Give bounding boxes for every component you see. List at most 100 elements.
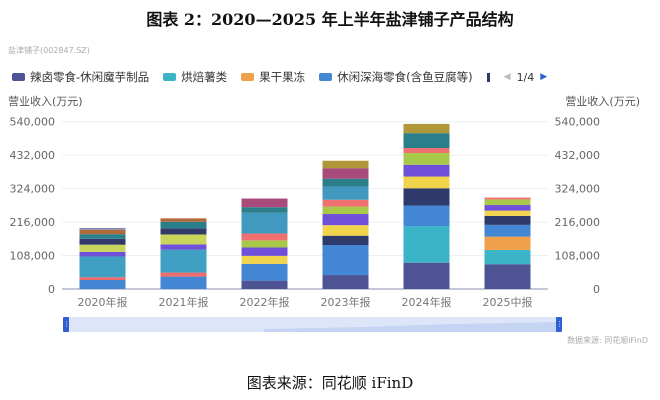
bar-segment[interactable] [484,210,531,216]
legend-label: 休闲深海零食(含鱼豆腐等) [337,70,473,84]
bar-segment[interactable] [79,234,126,239]
zoom-slider[interactable]: ⋮ ⋮ [63,317,563,332]
chart-subtitle: 盐津铺子(002847.SZ) [8,46,90,55]
bar-segment[interactable] [484,264,531,289]
bar-segment[interactable] [322,168,369,179]
bar-segment[interactable] [484,215,531,225]
bar-segment[interactable] [322,186,369,200]
prev-page-icon[interactable]: ◀ [503,72,511,82]
bar-segment[interactable] [79,280,126,289]
bar-segment[interactable] [160,228,207,235]
bar-segment[interactable] [160,221,207,229]
bar-segment[interactable] [322,275,369,289]
bar-segment[interactable] [160,218,207,222]
bar-segment[interactable] [241,280,288,289]
bar-segment[interactable] [160,249,207,273]
legend-page-indicator: 1/4 [516,70,535,84]
bar-segment[interactable] [241,255,288,264]
legend-swatch [241,73,255,81]
bar-segment[interactable] [403,164,450,177]
bar-segment[interactable] [403,152,450,165]
bar-segment[interactable] [160,276,207,289]
legend-item[interactable]: 辣卤零食-休闲魔芋制品 [12,69,149,85]
bar-segment[interactable] [484,199,531,206]
bar-segment[interactable] [484,236,531,250]
bar-segment[interactable] [79,244,126,252]
y-axis-label-right: 营业收入(万元) [565,95,640,108]
legend-item[interactable]: 休闲深海零食(含鱼豆腐等) [319,69,473,85]
y-tick-label-left: 108,000 [10,250,56,263]
bar-segment[interactable] [241,198,288,208]
bar-segment[interactable] [322,225,369,236]
bar-segment[interactable] [403,205,450,227]
bar-segment[interactable] [241,233,288,241]
bar-segment[interactable] [403,176,450,189]
legend-swatch [319,73,333,81]
bar-segment[interactable] [241,247,288,256]
bar-segment[interactable] [79,238,126,245]
bar-segment[interactable] [403,262,450,289]
y-tick-label-left: 540,000 [10,116,56,129]
bar-segment[interactable] [241,263,288,281]
bar-segment[interactable] [403,188,450,206]
bar-segment[interactable] [241,212,288,234]
plot-area: 0 0 108,000 108,000 216,000 216,000 324,000 324… [10,116,601,309]
legend-label: 果干果冻 [259,70,306,84]
y-tick-label-right: 108,000 [555,250,601,263]
bar-segment[interactable] [79,277,126,281]
bar-segment[interactable] [322,160,369,169]
x-tick-label: 2020年报 [78,295,128,309]
x-tick-label: 2022年报 [240,295,290,309]
chart-title: 图表 2：2020—2025 年上半年盐津铺子产品结构 [146,10,514,29]
legend: 辣卤零食-休闲魔芋制品 烘焙薯类 果干果冻 休闲深海零食(含鱼豆腐等) ◀ 1/… [12,69,547,85]
x-tick-label: 2025中报 [483,295,533,309]
bar-segment[interactable] [160,244,207,250]
legend-item[interactable]: 烘焙薯类 [163,69,227,85]
bar-segment[interactable] [79,227,126,230]
legend-pager: ◀ 1/4 ▶ [504,71,548,84]
bar-segment[interactable] [79,256,126,278]
bar-segment[interactable] [322,235,369,246]
bar-segment[interactable] [403,148,450,153]
y-tick-label-right: 216,000 [555,216,601,229]
y-tick-label-right: 540,000 [555,116,601,129]
y-axis-label-left: 营业收入(万元) [8,95,83,108]
bar-segment[interactable] [241,240,288,248]
slider-preview [264,322,561,332]
bar-segment[interactable] [322,206,369,215]
legend-item[interactable]: 果干果冻 [241,69,305,85]
bar-segment[interactable] [484,205,531,211]
bar-segment[interactable] [79,229,126,235]
bar-segment[interactable] [403,123,450,134]
legend-label: 烘焙薯类 [181,70,228,84]
bar-segment[interactable] [322,178,369,187]
legend-swatch [163,73,177,81]
y-tick-label-right: 432,000 [555,149,601,162]
y-tick-label-left: 0 [48,283,55,296]
bar-segment[interactable] [484,249,531,265]
bar-segment[interactable] [322,199,369,207]
figure-caption: 图表来源：同花顺 iFinD [246,374,414,392]
y-tick-label-right: 324,000 [555,183,601,196]
y-tick-label-left: 432,000 [10,149,56,162]
bar-segment[interactable] [403,226,450,263]
bar-segment[interactable] [241,207,288,213]
slider-handle-left[interactable]: ⋮ [63,317,70,332]
bar-segment[interactable] [160,272,207,277]
bar-segment[interactable] [484,197,531,200]
slider-handle-right[interactable]: ⋮ [556,317,563,332]
x-tick-label: 2024年报 [402,295,452,309]
next-page-icon[interactable]: ▶ [540,72,548,82]
bar-segment[interactable] [322,214,369,226]
x-tick-label: 2023年报 [321,295,371,309]
y-tick-label-right: 0 [593,283,600,296]
legend-label: 辣卤零食-休闲魔芋制品 [30,70,150,84]
legend-swatch [12,73,25,81]
bar-segment[interactable] [403,133,450,149]
bar-segment[interactable] [160,234,207,245]
bar-segment[interactable] [322,245,369,276]
source-note: 数据来源: 同花顺iFinD [567,336,648,345]
x-tick-label: 2021年报 [159,295,209,309]
bar-segment[interactable] [484,224,531,237]
bar-segment[interactable] [79,251,126,257]
